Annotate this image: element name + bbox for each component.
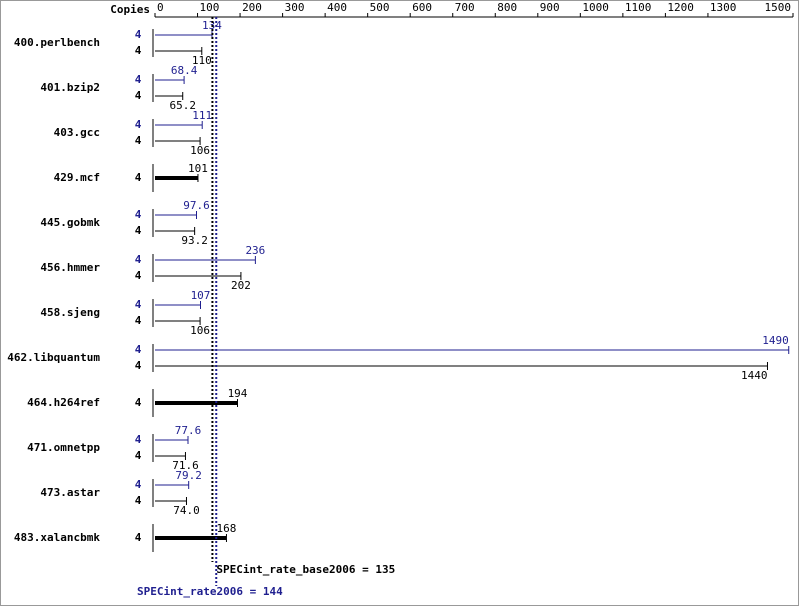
x-tick-label: 1000 [582,1,609,14]
copies: 4 [135,134,142,147]
x-tick-label: 1100 [625,1,652,14]
summary-label: SPECint_rate_base2006 = 135 [216,563,395,576]
x-tick-label: 400 [327,1,347,14]
benchmark-name: 458.sjeng [40,306,100,319]
value-label: 111 [192,109,212,122]
copies: 4 [135,298,142,311]
value-label: 101 [188,162,208,175]
benchmark-name: 473.astar [40,486,100,499]
x-tick-label: 300 [285,1,305,14]
x-tick-label: 500 [370,1,390,14]
value-label: 168 [217,522,237,535]
x-tick-label: 900 [540,1,560,14]
benchmark-name: 403.gcc [54,126,100,139]
value-label: 65.2 [169,99,196,112]
benchmark-name: 400.perlbench [14,36,100,49]
x-tick-label: 100 [200,1,220,14]
x-tick-label: 1200 [667,1,694,14]
copies: 4 [135,343,142,356]
copies: 4 [135,449,142,462]
value-label: 194 [228,387,248,400]
value-label: 68.4 [171,64,198,77]
copies: 4 [135,44,142,57]
value-label: 107 [191,289,211,302]
benchmark-name: 429.mcf [54,171,100,184]
value-label: 1440 [741,369,768,382]
x-tick-label: 600 [412,1,432,14]
copies: 4 [135,73,142,86]
copies: 4 [135,208,142,221]
value-label: 106 [190,324,210,337]
value-label: 74.0 [173,504,200,517]
copies: 4 [135,253,142,266]
copies: 4 [135,28,142,41]
copies: 4 [135,396,142,409]
x-tick-label: 1300 [710,1,737,14]
x-tick-label: 200 [242,1,262,14]
value-label: 97.6 [183,199,210,212]
benchmark-name: 445.gobmk [40,216,100,229]
benchmark-name: 464.h264ref [27,396,100,409]
copies: 4 [135,224,142,237]
copies: 4 [135,433,142,446]
copies-header: Copies [110,3,150,16]
copies: 4 [135,118,142,131]
copies: 4 [135,478,142,491]
x-tick-label: 0 [157,1,164,14]
copies: 4 [135,171,142,184]
value-label: 106 [190,144,210,157]
benchmark-name: 483.xalancbmk [14,531,100,544]
copies: 4 [135,359,142,372]
value-label: 202 [231,279,251,292]
value-label: 110 [192,54,212,67]
value-label: 71.6 [172,459,199,472]
x-tick-label: 1500 [765,1,792,14]
x-tick-label: 700 [455,1,475,14]
summary-label: SPECint_rate2006 = 144 [137,585,283,598]
copies: 4 [135,531,142,544]
x-tick-label: 800 [497,1,517,14]
value-label: 93.2 [181,234,208,247]
benchmark-name: 471.omnetpp [27,441,100,454]
copies: 4 [135,269,142,282]
value-label: 79.2 [175,469,202,482]
benchmark-name: 456.hmmer [40,261,100,274]
copies: 4 [135,494,142,507]
benchmark-name: 401.bzip2 [40,81,100,94]
value-label: 77.6 [175,424,202,437]
benchmark-name: 462.libquantum [7,351,100,364]
copies: 4 [135,314,142,327]
value-label: 236 [245,244,265,257]
copies: 4 [135,89,142,102]
value-label: 1490 [762,334,789,347]
